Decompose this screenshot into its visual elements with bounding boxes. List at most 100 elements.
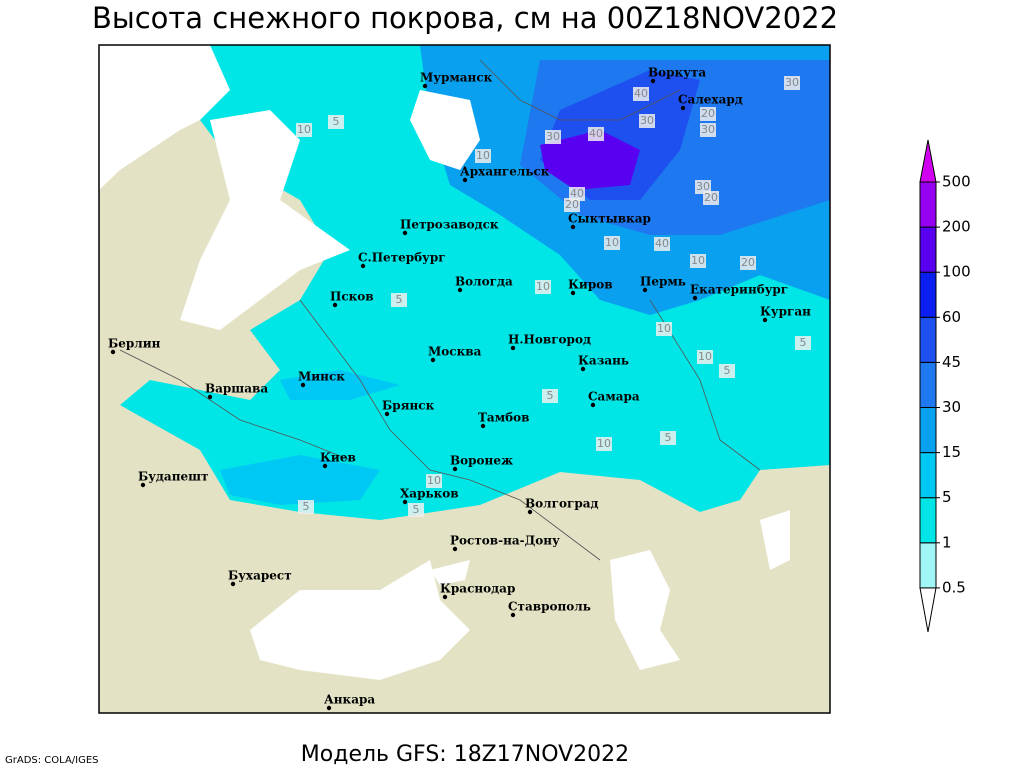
city-dot <box>457 287 463 293</box>
contour-label: 5 <box>800 336 807 349</box>
city-label: Ставрополь <box>508 600 591 614</box>
contour-label-bg <box>475 149 491 163</box>
city-label: Ростов-на-Дону <box>450 534 560 548</box>
contour-label-bg <box>542 389 558 403</box>
colorbar-top <box>919 139 937 183</box>
contour-label: 5 <box>333 115 340 128</box>
title: Высота снежного покрова, см на 00Z18NOV2… <box>92 1 838 35</box>
city-label: Курган <box>760 305 811 319</box>
city-label: Харьков <box>400 487 459 501</box>
contour-label-bg <box>700 123 716 137</box>
contour-label-bg <box>604 236 620 250</box>
contour-label-bg <box>426 474 442 488</box>
contour-label: 10 <box>605 236 619 249</box>
contour-label-bg <box>564 198 580 212</box>
city-label: Н.Новгород <box>508 333 591 347</box>
baltic-sea <box>180 110 350 330</box>
snow-60-100 <box>540 130 640 190</box>
colorbar-label: 60 <box>942 308 961 326</box>
colorbar-box <box>919 497 937 544</box>
city-dot <box>510 612 516 618</box>
city-label: Брянск <box>382 399 435 413</box>
city-label: Анкара <box>324 693 375 707</box>
caspian-sea <box>610 550 680 670</box>
city-label: Петрозаводск <box>400 218 499 232</box>
city-dot <box>452 466 458 472</box>
contour-label-bg <box>695 180 711 194</box>
contour-label-bg <box>569 187 585 201</box>
contour-label-bg <box>719 364 735 378</box>
contour-label: 30 <box>640 114 654 127</box>
city-label: Мурманск <box>420 71 493 85</box>
contour-label: 40 <box>655 237 669 250</box>
contour-label-bg <box>408 503 424 517</box>
contour-label-bg <box>639 114 655 128</box>
city-dot <box>207 394 213 400</box>
city-dot <box>590 402 596 408</box>
city-label: Варшава <box>205 382 268 396</box>
city-label: Минск <box>298 370 345 384</box>
contour-label: 30 <box>546 130 560 143</box>
colorbar-label: 200 <box>942 218 971 236</box>
city-label: Будапешт <box>138 470 208 484</box>
city-label: Самара <box>588 390 640 404</box>
colorbar-box <box>919 361 937 408</box>
colorbar-box <box>919 542 937 589</box>
contour-label: 10 <box>698 350 712 363</box>
colorbar-label: 1 <box>942 533 952 551</box>
contour-label: 10 <box>657 322 671 335</box>
city-label: Архангельск <box>460 165 550 179</box>
city-label: Екатеринбург <box>690 283 788 297</box>
contour-label-bg <box>740 256 756 270</box>
contour-label: 20 <box>565 198 579 211</box>
city-label: Воронеж <box>450 454 513 468</box>
city-label: Бухарест <box>228 569 292 583</box>
city-label: Сыктывкар <box>568 212 651 226</box>
colorbar-box <box>919 226 937 273</box>
contour-label: 10 <box>597 437 611 450</box>
city-dot <box>140 482 146 488</box>
azov-sea <box>430 560 470 585</box>
city-dot <box>680 105 686 111</box>
contour-label-bg <box>633 87 649 101</box>
contour-label-bg <box>654 237 670 251</box>
city-dot <box>570 224 576 230</box>
contour-label-bg <box>700 107 716 121</box>
city-dot <box>452 546 458 552</box>
arctic-sea <box>99 45 420 190</box>
overlay: Мурманск Воркута Салехард Архангельск Сыктыв… <box>108 66 811 711</box>
city-label: Киев <box>320 451 356 465</box>
credit: GrADS: COLA/IGES <box>5 755 99 766</box>
border <box>299 299 601 561</box>
city-dot <box>762 317 768 323</box>
model-caption: Модель GFS: 18Z17NOV2022 <box>301 742 629 767</box>
contour-label: 20 <box>741 256 755 269</box>
city-dot <box>360 263 366 269</box>
contour-label: 5 <box>665 431 672 444</box>
colorbar-bottom <box>919 587 937 632</box>
colorbar-box <box>919 181 937 228</box>
city-label: Краснодар <box>440 582 515 596</box>
city-dot <box>430 357 436 363</box>
contour-label: 5 <box>413 503 420 516</box>
aral-sea <box>760 510 790 570</box>
contour-label-bg <box>660 431 676 445</box>
white-sea <box>410 90 480 170</box>
contour-label: 10 <box>691 254 705 267</box>
colorbar-label: 500 <box>942 173 971 191</box>
contour-label: 10 <box>536 280 550 293</box>
border <box>649 299 761 471</box>
contour-label: 10 <box>476 149 490 162</box>
contour-label: 40 <box>589 127 603 140</box>
contour-label-bg <box>588 127 604 141</box>
city-label: Казань <box>578 354 629 368</box>
contour-label-bg <box>795 336 811 350</box>
city-dot <box>402 499 408 505</box>
contour-label: 40 <box>570 187 584 200</box>
colorbar-box <box>919 452 937 499</box>
city-label: С.Петербург <box>358 251 446 265</box>
colorbar-box <box>919 407 937 454</box>
colorbar-label: 15 <box>942 443 961 461</box>
contour-label: 10 <box>297 123 311 136</box>
